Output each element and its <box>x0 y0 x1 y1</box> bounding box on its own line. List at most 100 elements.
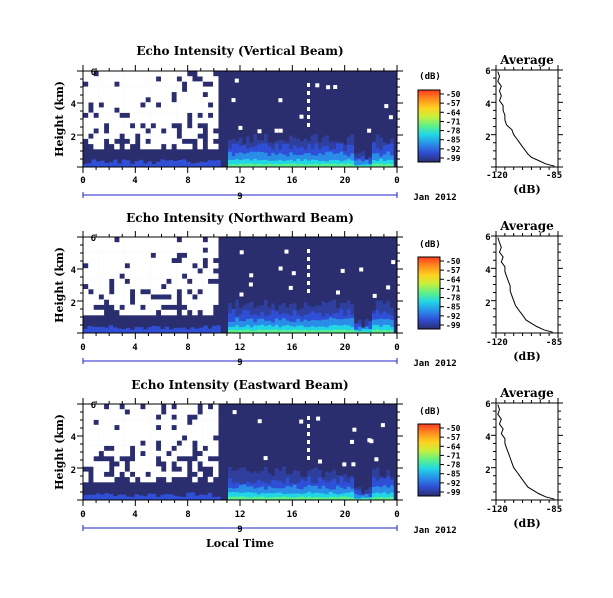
missing-data-cell <box>155 117 162 124</box>
x-tick-label: 0 <box>80 510 85 520</box>
missing-data-cell <box>207 117 214 124</box>
missing-data-cell <box>161 424 167 431</box>
echo-cell <box>382 329 387 333</box>
missing-data-cell <box>150 247 157 253</box>
missing-data-cell <box>197 278 203 285</box>
missing-data-cell <box>114 471 120 478</box>
missing-data-cell <box>181 112 188 119</box>
echo-cell <box>296 164 301 167</box>
missing-data-cell <box>187 252 193 259</box>
echo-cell <box>364 319 369 333</box>
echo-cell <box>235 325 239 333</box>
echo-cell <box>207 160 213 167</box>
missing-data-cell <box>352 427 357 432</box>
missing-data-cell <box>197 242 203 248</box>
missing-data-cell <box>109 257 115 264</box>
missing-data-cell <box>119 268 125 274</box>
missing-data-cell <box>83 247 89 253</box>
echo-cell <box>372 160 376 167</box>
echo-cell <box>260 324 265 333</box>
missing-data-cell <box>103 252 110 259</box>
echo-cell <box>203 162 208 167</box>
missing-data-cell <box>93 138 99 145</box>
echo-cell <box>390 159 394 167</box>
x-axis-label: Local Time <box>206 537 274 550</box>
echo-cell <box>382 164 387 167</box>
echo-cell <box>95 326 101 333</box>
missing-data-cell <box>93 471 99 478</box>
echo-cell <box>169 329 174 333</box>
missing-data-cell <box>83 440 89 446</box>
missing-data-cell <box>213 273 219 279</box>
missing-data-cell <box>83 289 89 295</box>
echo-cell <box>328 325 333 333</box>
missing-data-cell <box>83 71 89 77</box>
missing-data-cell <box>145 242 151 248</box>
missing-data-cell <box>192 128 198 134</box>
y-tick-label: 2 <box>71 466 76 476</box>
missing-data-cell <box>176 81 183 87</box>
echo-cell <box>160 159 165 167</box>
missing-data-cell <box>166 283 172 290</box>
missing-data-cell <box>150 409 157 415</box>
echo-cell <box>212 325 217 333</box>
missing-data-cell <box>93 102 99 108</box>
missing-data-cell <box>124 414 131 420</box>
missing-data-cell <box>161 71 167 77</box>
missing-data-cell <box>88 299 94 305</box>
echo-cell <box>310 326 315 333</box>
missing-data-cell <box>207 123 214 129</box>
echo-cell <box>246 329 250 333</box>
missing-data-cell <box>171 81 177 87</box>
echo-cell <box>343 164 347 167</box>
missing-data-cell <box>135 263 141 269</box>
missing-data-cell <box>202 112 209 119</box>
echo-cell <box>249 151 254 167</box>
missing-data-cell <box>135 466 141 472</box>
echo-cell <box>292 329 297 333</box>
echo-cell <box>390 330 394 333</box>
missing-data-cell <box>98 435 105 441</box>
echo-cell <box>325 330 329 333</box>
panel-eastward: Echo Intensity (Eastward Beam) Height (k… <box>53 378 563 550</box>
missing-data-cell <box>202 456 209 462</box>
missing-data-cell <box>88 247 94 253</box>
missing-data-cell <box>257 419 262 424</box>
missing-data-cell <box>181 143 188 150</box>
missing-data-cell <box>166 81 172 87</box>
profile-title: Average <box>499 219 554 233</box>
missing-data-cell <box>342 462 347 467</box>
missing-data-cell <box>83 102 89 108</box>
echo-cell <box>91 494 96 500</box>
echo-cell <box>134 494 139 500</box>
missing-data-cell <box>103 440 110 446</box>
missing-data-cell <box>192 283 198 290</box>
echo-cell <box>169 494 174 500</box>
missing-data-cell <box>93 283 99 290</box>
missing-data-cell <box>239 292 244 297</box>
colorbar-tick-label: -57 <box>446 266 461 275</box>
missing-data-cell <box>388 115 393 120</box>
echo-cell <box>113 496 118 500</box>
missing-data-cell <box>129 112 136 119</box>
missing-data-cell <box>135 273 141 279</box>
echo-cell <box>343 324 347 333</box>
missing-data-cell <box>166 102 172 108</box>
missing-data-cell <box>192 91 198 98</box>
missing-data-cell <box>197 102 203 108</box>
missing-data-cell <box>257 129 262 134</box>
missing-data-cell <box>88 97 94 103</box>
missing-data-cell <box>119 450 125 457</box>
missing-data-cell <box>93 117 99 124</box>
missing-data-cell <box>155 242 162 248</box>
echo-cell <box>361 164 365 167</box>
missing-data-cell <box>171 440 177 446</box>
echo-cell <box>292 163 297 167</box>
echo-cell <box>390 320 394 333</box>
missing-data-cell <box>213 424 219 431</box>
missing-data-cell <box>374 457 379 462</box>
missing-data-cell <box>166 299 172 305</box>
missing-data-cell <box>150 71 157 77</box>
echo-cell <box>278 164 283 167</box>
